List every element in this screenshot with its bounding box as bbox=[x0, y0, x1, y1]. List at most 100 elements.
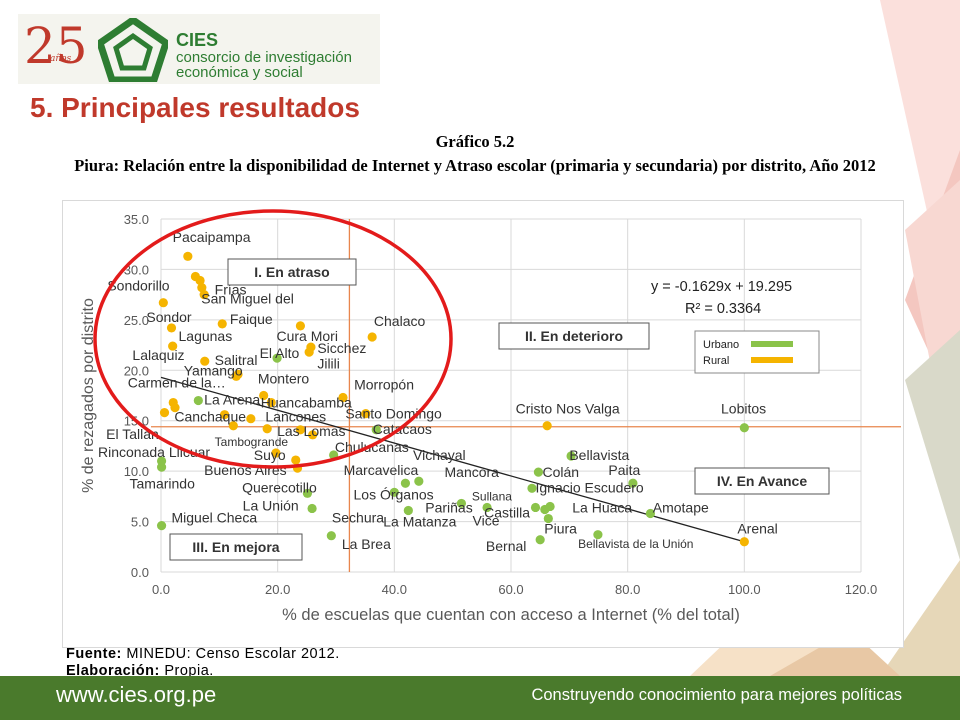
section-title: 5. Principales resultados bbox=[30, 92, 360, 123]
quadrant-label: IV. En Avance bbox=[717, 473, 807, 489]
point-label: Lagunas bbox=[179, 328, 233, 344]
point-label: La Matanza bbox=[383, 514, 456, 530]
point-label: Marcavelica bbox=[344, 462, 419, 478]
data-point-rural bbox=[266, 397, 276, 408]
data-point-rural bbox=[195, 275, 205, 286]
source-line: Fuente: MINEDU: Censo Escolar 2012. bbox=[66, 646, 340, 663]
logo-anniversary-years: años bbox=[50, 54, 72, 64]
scatter-chart: 0.05.010.015.020.025.030.035.00.0 20.0 40.… bbox=[80, 209, 901, 624]
data-point-rural bbox=[542, 421, 552, 431]
legend-box bbox=[694, 330, 820, 374]
data-point-urbano bbox=[628, 478, 638, 488]
point-label: Canchaque bbox=[174, 409, 246, 425]
point-label: Piura bbox=[544, 521, 577, 537]
y-tick-label: 0.0 bbox=[131, 565, 149, 580]
point-label: Suyo bbox=[254, 447, 286, 463]
point-label: Sicchez bbox=[317, 340, 366, 356]
point-label: Arenal bbox=[737, 521, 777, 537]
source-label: Fuente: bbox=[66, 646, 122, 662]
data-point-rural bbox=[295, 321, 306, 331]
legend-swatch bbox=[751, 341, 793, 347]
pentagon-icon bbox=[98, 18, 168, 82]
data-point-urbano bbox=[371, 425, 381, 435]
footer-bar: www.cies.org.pe Construyendo conocimient… bbox=[0, 676, 960, 720]
data-point-rural bbox=[246, 414, 256, 424]
data-point-rural bbox=[361, 409, 371, 419]
source-text: MINEDU: Censo Escolar 2012. bbox=[126, 646, 340, 662]
data-point-urbano bbox=[326, 531, 336, 541]
point-label: Amotape bbox=[653, 499, 709, 515]
data-point-urbano bbox=[156, 521, 167, 531]
point-label: Santo Domingo bbox=[345, 406, 442, 422]
data-point-urbano bbox=[156, 456, 167, 466]
data-point-rural bbox=[271, 448, 281, 458]
point-label: Cristo Nos Valga bbox=[516, 401, 620, 417]
x-tick-label: 0.0 bbox=[152, 582, 170, 597]
quadrant-label: III. En mejora bbox=[192, 539, 279, 555]
data-point-rural bbox=[197, 282, 207, 293]
point-label: Tamarindo bbox=[130, 475, 196, 491]
logo-name: CIES bbox=[176, 30, 219, 50]
point-label: Bellavista bbox=[569, 447, 629, 463]
point-label: Montero bbox=[258, 370, 310, 386]
point-label: Faique bbox=[230, 311, 273, 327]
footer-url-link[interactable]: www.cies.org.pe bbox=[56, 682, 217, 707]
data-point-rural bbox=[338, 392, 348, 403]
point-label: El Alto bbox=[260, 345, 300, 361]
data-point-urbano bbox=[535, 535, 545, 545]
quadrant-label: II. En deterioro bbox=[525, 328, 623, 344]
data-point-urbano bbox=[389, 487, 399, 497]
figure-title-block: Gráfico 5.2 Piura: Relación entre la dis… bbox=[40, 130, 910, 178]
legend-swatch bbox=[751, 357, 793, 363]
data-point-rural bbox=[291, 455, 301, 465]
data-point-urbano bbox=[527, 483, 537, 493]
data-point-urbano bbox=[302, 488, 313, 498]
point-label: La Brea bbox=[342, 536, 391, 552]
point-label: Colán bbox=[543, 464, 580, 480]
point-label: Sondor bbox=[146, 309, 191, 325]
footer-slogan: Construyendo conocimiento para mejores p… bbox=[531, 686, 902, 704]
quadrant-box bbox=[227, 258, 357, 286]
y-tick-label: 35.0 bbox=[124, 212, 149, 227]
point-label: Ignacio Escudero bbox=[536, 479, 644, 495]
point-label: Yamango bbox=[184, 362, 243, 378]
x-tick-label: 20.0 bbox=[265, 582, 290, 597]
y-tick-label: 10.0 bbox=[124, 464, 149, 479]
x-axis-title: % de escuelas que cuentan con acceso a I… bbox=[282, 606, 740, 624]
data-point-urbano bbox=[645, 508, 656, 519]
point-label: Vichayal bbox=[413, 447, 466, 463]
point-label: Lobitos bbox=[721, 401, 766, 417]
point-label: La Arena bbox=[204, 392, 260, 408]
point-label: Sechura bbox=[332, 510, 384, 526]
point-label: Castilla bbox=[484, 505, 530, 521]
data-point-urbano bbox=[456, 498, 467, 509]
point-label: La Huaca bbox=[572, 499, 632, 515]
y-tick-label: 20.0 bbox=[124, 363, 149, 378]
data-point-urbano bbox=[566, 451, 576, 461]
data-point-rural bbox=[168, 341, 178, 351]
x-tick-label: 120.0 bbox=[845, 582, 878, 597]
point-label: Lalaquiz bbox=[132, 347, 184, 363]
data-point-urbano bbox=[545, 501, 555, 512]
point-label: Chalaco bbox=[374, 313, 426, 329]
data-point-rural bbox=[199, 290, 209, 300]
data-point-rural bbox=[228, 421, 238, 431]
trend-equation: y = -0.1629x + 19.295 bbox=[651, 279, 792, 295]
data-point-urbano bbox=[403, 505, 413, 516]
data-point-urbano bbox=[193, 395, 203, 406]
point-label: Sondorillo bbox=[107, 278, 169, 294]
data-point-urbano bbox=[530, 502, 541, 513]
quadrant-box bbox=[498, 322, 650, 350]
data-point-urbano bbox=[533, 467, 544, 477]
legend-label: Rural bbox=[703, 355, 729, 367]
data-point-urbano bbox=[272, 353, 282, 363]
data-point-rural bbox=[308, 430, 318, 440]
data-point-rural bbox=[262, 424, 272, 434]
data-point-rural bbox=[219, 410, 230, 420]
point-label: Carmen de la… bbox=[128, 374, 226, 390]
credit-label: Elaboración: bbox=[66, 663, 160, 679]
logo-subtitle-line-2: económica y social bbox=[176, 64, 303, 81]
data-point-rural bbox=[231, 371, 241, 381]
data-point-rural bbox=[367, 332, 377, 342]
data-point-rural bbox=[200, 356, 210, 366]
